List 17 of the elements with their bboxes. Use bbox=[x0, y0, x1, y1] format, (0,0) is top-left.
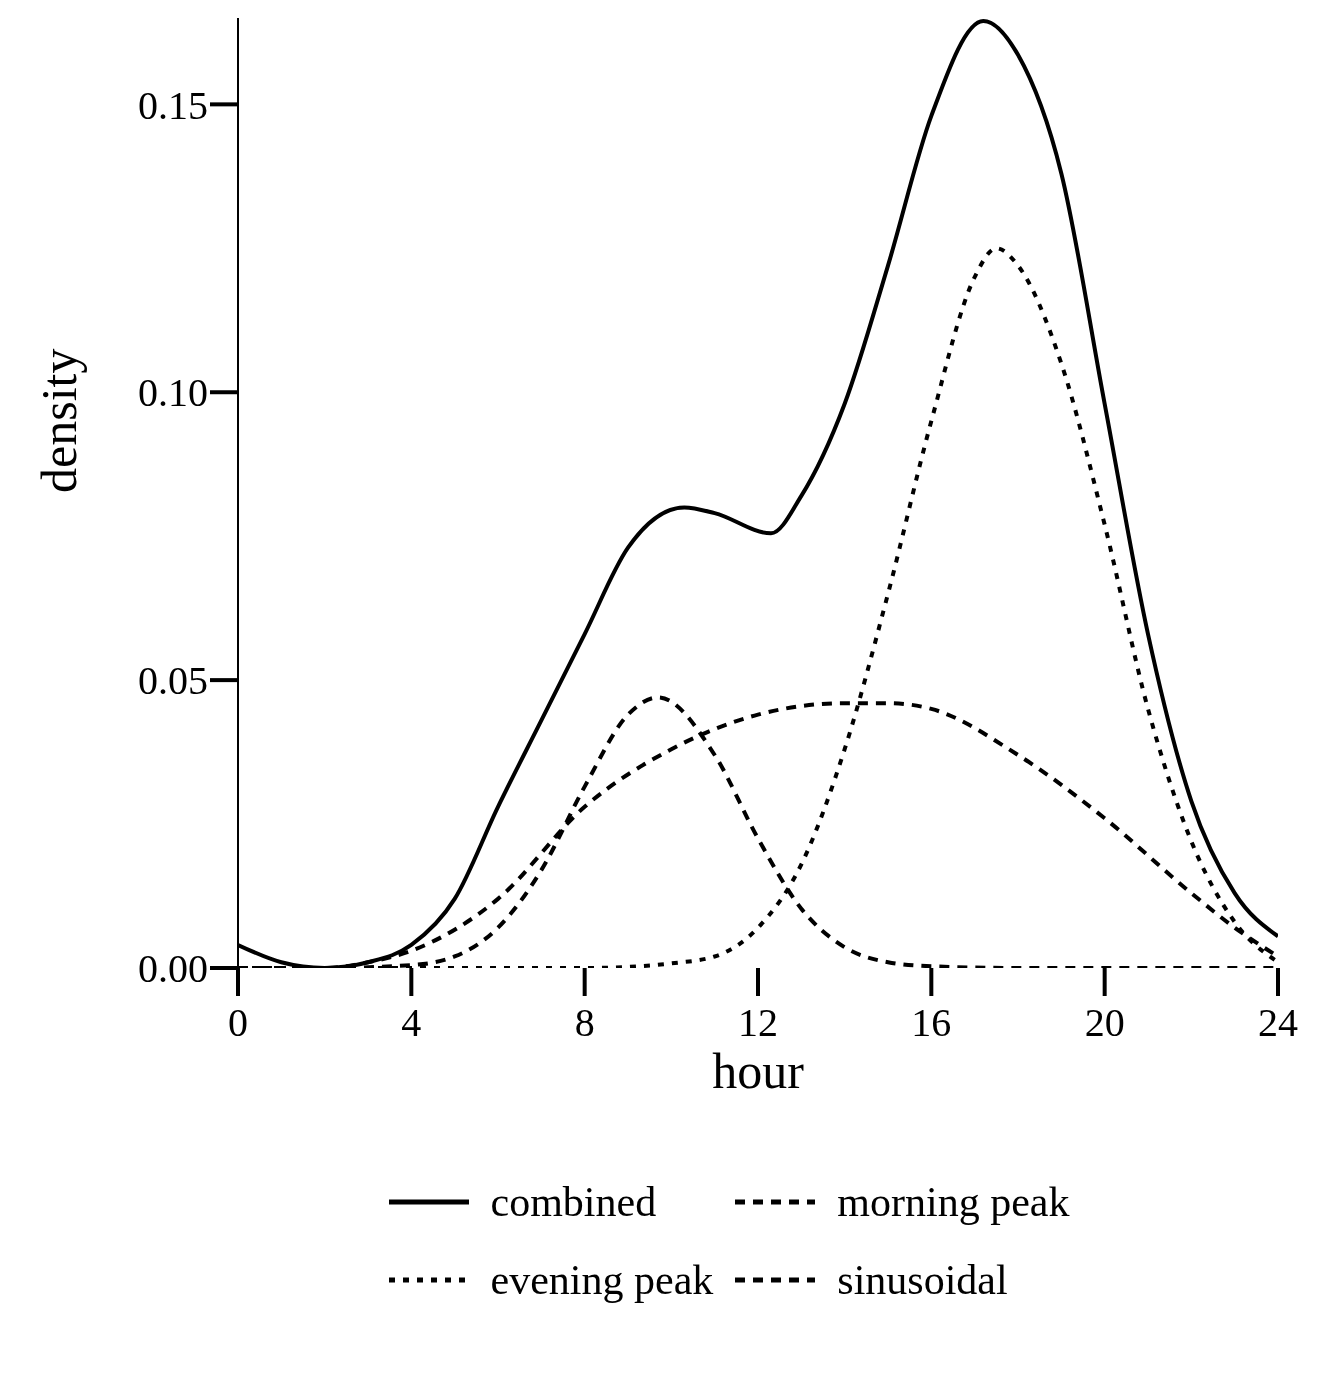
y-tick-label: 0.00 bbox=[138, 946, 208, 992]
y-tick-label: 0.05 bbox=[138, 658, 208, 704]
y-tick-label: 0.10 bbox=[138, 370, 208, 416]
x-tick-label: 0 bbox=[228, 1000, 248, 1046]
y-tick-label: 0.15 bbox=[138, 82, 208, 128]
x-tick-label: 16 bbox=[911, 1000, 952, 1046]
legend-label: sinusoidal bbox=[837, 1256, 1008, 1304]
legend-label: combined bbox=[490, 1178, 657, 1226]
y-axis-title: density bbox=[30, 348, 87, 493]
x-tick-label: 12 bbox=[738, 1000, 778, 1046]
legend-label: evening peak bbox=[490, 1256, 714, 1304]
x-tick-label: 24 bbox=[1258, 1000, 1298, 1046]
x-tick-label: 4 bbox=[401, 1000, 422, 1046]
x-axis-title: hour bbox=[712, 1043, 805, 1099]
legend-label: morning peak bbox=[837, 1178, 1070, 1226]
x-tick-label: 20 bbox=[1084, 1000, 1125, 1046]
x-tick-label: 8 bbox=[574, 1000, 595, 1046]
